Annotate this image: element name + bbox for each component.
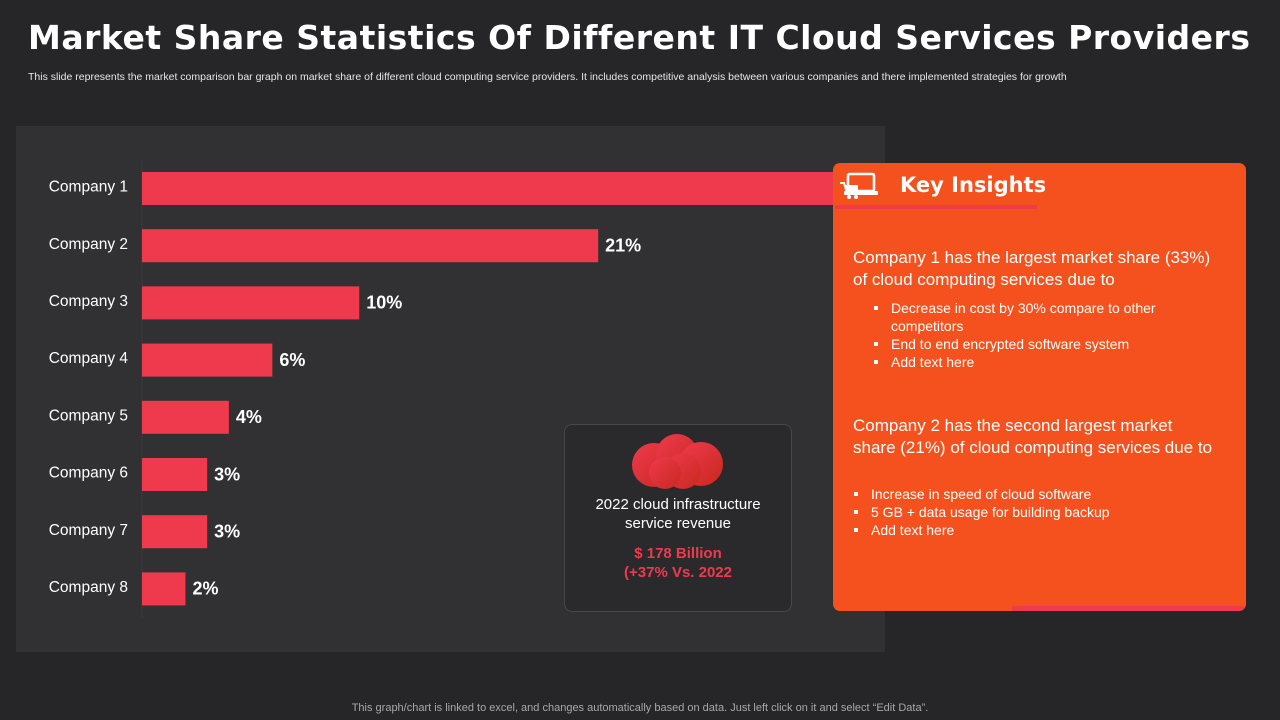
- key-insights-panel: Key Insights Company 1 has the largest m…: [833, 163, 1246, 611]
- value-label: 21%: [605, 235, 641, 255]
- value-label: 4%: [236, 407, 262, 427]
- insight-2-bullets: Increase in speed of cloud software 5 GB…: [853, 485, 1213, 539]
- insight-2-bullet: 5 GB + data usage for building backup: [853, 503, 1213, 521]
- category-label: Company 2: [49, 236, 128, 253]
- bar-company-1[interactable]: [142, 172, 859, 205]
- revenue-label: 2022 cloud infrastructure service revenu…: [595, 496, 761, 532]
- page-subtitle: This slide represents the market compari…: [28, 71, 1067, 83]
- revenue-value: $ 178 Billion (+37% Vs. 2022: [575, 544, 781, 582]
- bar-company-2[interactable]: [142, 229, 599, 263]
- insights-title: Key Insights: [900, 173, 1047, 197]
- bar-company-4[interactable]: [142, 343, 273, 377]
- category-label: Company 5: [49, 407, 128, 424]
- footer-note: This graph/chart is linked to excel, and…: [351, 702, 929, 714]
- insight-1-bullet: End to end encrypted software system: [873, 335, 1213, 353]
- insight-2-bullet: Add text here: [853, 521, 1213, 539]
- bar-company-6[interactable]: [142, 458, 208, 491]
- insight-1-bullet: Add text here: [873, 353, 1213, 371]
- insight-2-heading: Company 2 has the second largest market …: [853, 416, 1213, 457]
- title-underline: [835, 205, 1037, 209]
- category-label: Company 1: [49, 179, 128, 196]
- accent-strip: [1012, 606, 1244, 611]
- value-label: 2%: [192, 579, 218, 599]
- bar-company-3[interactable]: [142, 286, 360, 320]
- insight-1-heading: Company 1 has the largest market share (…: [853, 248, 1211, 289]
- laptop-cart-icon: [840, 172, 878, 199]
- revenue-amount: $ 178 Billion: [634, 545, 722, 562]
- market-share-bar-chart[interactable]: Company 133%Company 221%Company 310%Comp…: [16, 126, 885, 652]
- value-label: 6%: [279, 350, 305, 370]
- insight-2-bullet: Increase in speed of cloud software: [853, 485, 1213, 503]
- category-label: Company 6: [49, 465, 128, 482]
- bar-company-7[interactable]: [142, 515, 208, 549]
- bar-company-5[interactable]: [142, 400, 229, 434]
- category-label: Company 3: [49, 293, 128, 310]
- value-label: 10%: [366, 293, 402, 313]
- category-label: Company 8: [49, 579, 128, 596]
- value-label: 3%: [214, 521, 240, 541]
- bar-company-8[interactable]: [142, 572, 186, 606]
- value-label: 3%: [214, 464, 240, 484]
- cloud-icon: [632, 434, 723, 489]
- insight-1-bullet: Decrease in cost by 30% compare to other…: [873, 299, 1213, 335]
- chart-panel: Company 133%Company 221%Company 310%Comp…: [16, 126, 885, 652]
- category-label: Company 7: [49, 522, 128, 539]
- category-label: Company 4: [49, 350, 129, 367]
- page-title: Market Share Statistics Of Different IT …: [28, 18, 1251, 57]
- insight-1-bullets: Decrease in cost by 30% compare to other…: [873, 299, 1213, 371]
- revenue-card: 2022 cloud infrastructure service revenu…: [564, 424, 792, 612]
- revenue-growth: (+37% Vs. 2022: [624, 564, 732, 581]
